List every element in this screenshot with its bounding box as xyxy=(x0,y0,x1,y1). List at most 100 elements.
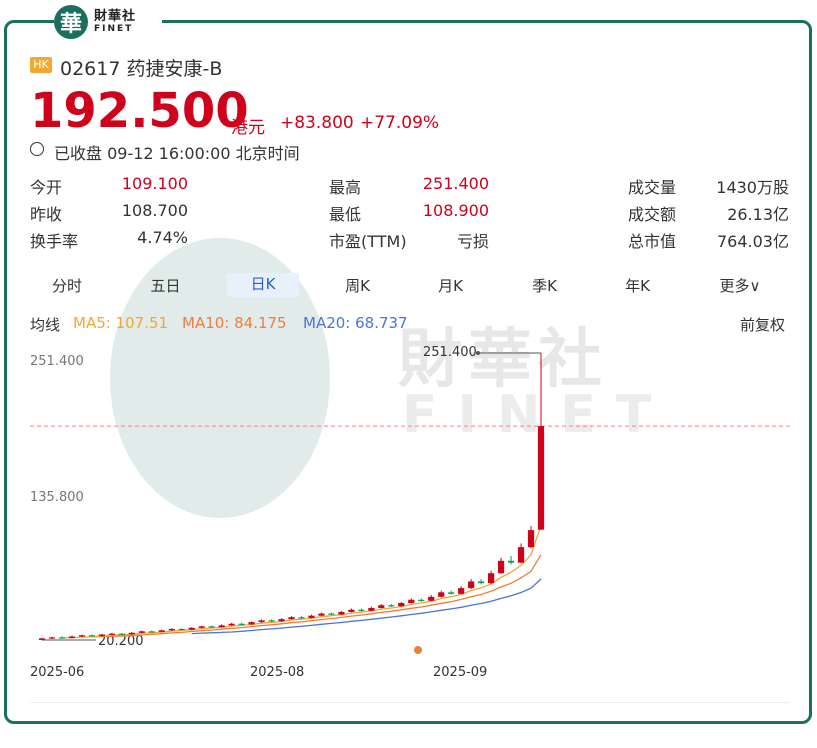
amount-label: 成交额 xyxy=(628,205,677,224)
candle-up xyxy=(338,611,345,615)
scroll-track[interactable] xyxy=(30,702,790,703)
watermark-cn: 財華社 xyxy=(398,323,608,397)
candle-up xyxy=(128,632,135,635)
candle-down xyxy=(238,623,245,625)
open-value: 109.100 xyxy=(121,174,188,193)
candle-down xyxy=(478,581,485,584)
turnover-rate-value: 4.74% xyxy=(137,228,188,247)
tab-five-day[interactable]: 五日 xyxy=(150,277,181,295)
candle-up xyxy=(218,625,225,628)
candle-down xyxy=(448,592,455,594)
candle-up xyxy=(38,638,46,640)
tab-yearly-k[interactable]: 年K xyxy=(625,277,650,295)
prev-close-label: 昨收 xyxy=(30,205,63,224)
tab-intraday[interactable]: 分时 xyxy=(51,277,82,295)
prev-close-value: 108.700 xyxy=(121,201,188,220)
candle-up xyxy=(428,596,435,601)
candle-up xyxy=(198,626,205,628)
high-label: 最高 xyxy=(329,178,362,197)
candle-up xyxy=(108,633,115,635)
market-cap-value: 764.03亿 xyxy=(717,232,789,251)
x-tick-sep: 2025-09 xyxy=(433,665,488,680)
candle-up xyxy=(68,636,76,639)
candle-up xyxy=(158,630,165,632)
currency-label: 港元 xyxy=(231,118,265,138)
candle-up xyxy=(188,627,195,630)
volume-label: 成交量 xyxy=(628,178,677,197)
candle-up xyxy=(318,613,325,616)
min-annotation: 20.200 xyxy=(98,634,144,649)
amount-value: 26.13亿 xyxy=(727,205,789,224)
tab-monthly-k[interactable]: 月K xyxy=(438,277,463,295)
finet-logo-icon: 華 xyxy=(54,5,88,39)
candle-up xyxy=(288,617,295,620)
ma20-value: MA20: 68.737 xyxy=(303,314,408,332)
candle-up xyxy=(348,609,355,612)
candle-up xyxy=(248,622,255,625)
pe-value: 亏损 xyxy=(456,232,489,251)
logo-cn-text: 財華社 xyxy=(94,9,137,24)
candle-down xyxy=(298,617,305,619)
candle-up xyxy=(488,573,495,584)
candle-up xyxy=(308,615,315,618)
event-marker-dot[interactable] xyxy=(414,646,422,654)
candle-down xyxy=(388,605,395,607)
card-frame xyxy=(4,20,812,724)
low-label: 最低 xyxy=(329,205,362,224)
ma10-value: MA10: 84.175 xyxy=(182,314,287,332)
candle-down xyxy=(358,609,365,611)
x-tick-aug: 2025-08 xyxy=(250,665,305,680)
candle-down xyxy=(328,613,335,615)
candle-up xyxy=(138,631,145,633)
candle-down xyxy=(58,637,66,639)
tab-quarterly-k[interactable]: 季K xyxy=(532,277,557,295)
candle-up xyxy=(98,634,105,637)
market-cap-label: 总市值 xyxy=(628,232,677,251)
turnover-rate-label: 换手率 xyxy=(30,232,79,251)
candle-up xyxy=(438,592,445,597)
ma5-line xyxy=(61,525,542,639)
volume-value: 1430万股 xyxy=(716,178,789,197)
y-tick-mid: 135.800 xyxy=(30,490,84,505)
current-price: 192.500 xyxy=(30,83,249,139)
ma5-value: MA5: 107.51 xyxy=(73,314,169,332)
clock-icon xyxy=(30,142,44,156)
candle-up xyxy=(398,603,405,607)
price-change: +83.800 xyxy=(280,113,354,133)
candle-up xyxy=(78,635,86,637)
max-annotation-dot xyxy=(476,351,480,355)
candle-up xyxy=(378,605,385,608)
candle-up xyxy=(168,628,175,631)
candle-down xyxy=(418,599,425,601)
candle-up xyxy=(527,530,535,548)
x-tick-jun: 2025-06 xyxy=(30,665,85,680)
candle-down xyxy=(118,633,125,635)
candle-up xyxy=(408,599,415,604)
watermark-en: FINET xyxy=(402,385,672,445)
candle-up xyxy=(497,560,505,574)
candle-down xyxy=(148,631,155,633)
y-tick-max: 251.400 xyxy=(30,354,84,369)
ma-label: 均线 xyxy=(30,316,61,334)
low-value: 108.900 xyxy=(422,201,489,220)
candle-up xyxy=(48,637,56,639)
market-status: 已收盘 09-12 16:00:00 北京时间 xyxy=(54,144,300,163)
ma10-line xyxy=(91,554,542,638)
pe-label: 市盈(TTM) xyxy=(329,232,407,251)
candle-down xyxy=(507,560,515,563)
stock-title: 02617 药捷安康-B xyxy=(60,58,223,80)
ma20-line xyxy=(191,578,542,635)
tab-more[interactable]: 更多∨ xyxy=(719,277,761,295)
tab-daily-k[interactable]: 日K xyxy=(227,273,299,297)
adjust-mode[interactable]: 前复权 xyxy=(740,316,786,334)
market-badge: HK xyxy=(30,57,52,73)
candle-up xyxy=(537,426,545,530)
candle-up xyxy=(468,581,475,589)
high-value: 251.400 xyxy=(422,174,489,193)
open-label: 今开 xyxy=(30,178,63,197)
chart-tabs: 分时 五日 日K 周K 月K 季K 年K 更多∨ xyxy=(20,273,800,297)
logo-en-text: FINET xyxy=(94,24,134,34)
candle-down xyxy=(88,635,95,637)
tab-weekly-k[interactable]: 周K xyxy=(345,277,370,295)
